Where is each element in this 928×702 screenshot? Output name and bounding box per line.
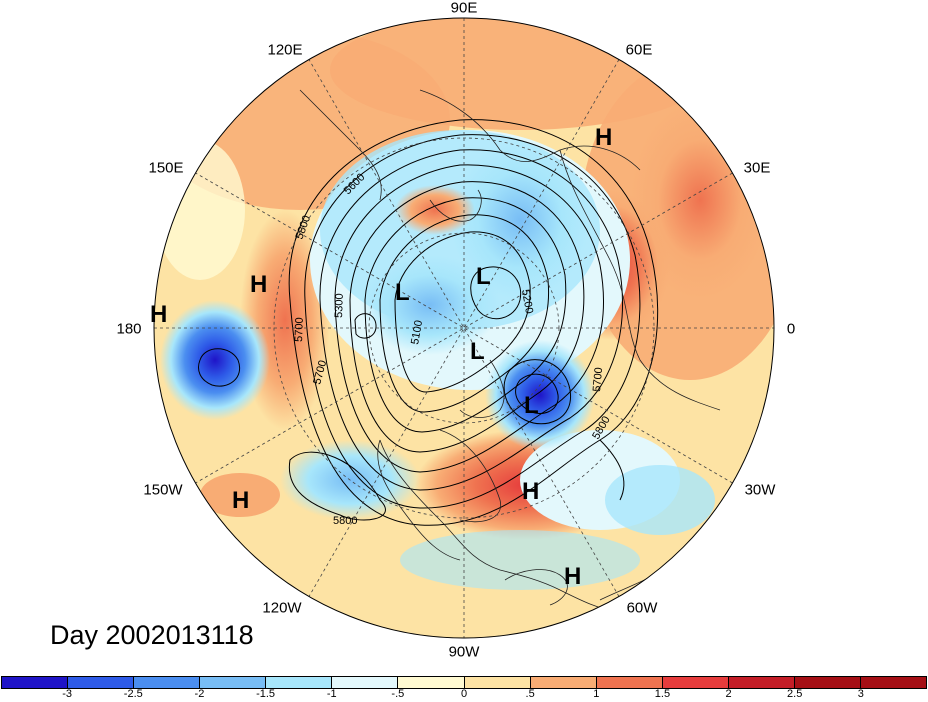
colorbar-tick-label: 2.5 — [787, 688, 803, 700]
lon-label-120w: 120W — [262, 599, 302, 617]
contour-label-5200: 5200 — [519, 288, 535, 314]
colorbar-swatch — [398, 677, 465, 688]
colorbar-tick-label: -1.5 — [256, 688, 276, 700]
colorbar-tick-label: 1 — [593, 688, 600, 700]
colorbar-tick-label: .5 — [525, 688, 535, 700]
colorbar-swatch — [728, 677, 795, 688]
graticule — [154, 18, 774, 638]
height-contours — [198, 119, 659, 526]
lon-label-150e: 150E — [148, 159, 184, 177]
colorbar — [1, 676, 927, 689]
colorbar-tick-label: 1.5 — [654, 688, 671, 700]
colorbar-tick-label: -3 — [62, 688, 73, 700]
colorbar-swatch — [794, 677, 862, 688]
lon-label-90e: 90E — [450, 0, 478, 17]
lon-label-0: 0 — [786, 320, 796, 338]
lon-label-120e: 120E — [267, 41, 303, 59]
contour-label-5800: 5800 — [333, 515, 357, 527]
lon-label-60w: 60W — [626, 599, 658, 617]
colorbar-swatch — [134, 677, 201, 688]
coastlines — [299, 89, 741, 613]
map-border — [153, 17, 775, 639]
low-center-labrador: L — [524, 392, 539, 419]
low-center-canada: L — [395, 279, 410, 306]
colorbar-swatch — [200, 677, 267, 688]
lon-label-30e: 30E — [743, 159, 771, 177]
high-center-tropical-atlantic: H — [564, 563, 581, 590]
contour-label-5700: 5700 — [591, 367, 605, 392]
colorbar-tick-label: 0 — [460, 688, 468, 700]
map-title: Day 2002013118 — [50, 620, 254, 650]
colorbar-swatch — [2, 677, 69, 688]
lon-label-150w: 150W — [143, 481, 183, 499]
colorbar-swatch — [861, 677, 927, 688]
colorbar-swatch — [596, 677, 663, 688]
low-center-arctic: L — [476, 263, 491, 290]
high-center-gulf-alaska: H — [232, 487, 249, 514]
lon-label-90w: 90W — [448, 643, 480, 661]
contour-label-5300: 5300 — [333, 293, 346, 318]
colorbar-tick-label: 2 — [725, 688, 732, 700]
colorbar-swatch — [266, 677, 333, 688]
low-center-hudson: L — [470, 338, 485, 365]
high-center-pacific: H — [250, 271, 267, 298]
contour-label-5700: 5700 — [293, 317, 306, 342]
lon-label-60e: 60E — [625, 41, 653, 59]
colorbar-tick-label: -1 — [326, 688, 337, 700]
colorbar-swatch — [464, 677, 531, 688]
anomaly-field — [154, 18, 774, 638]
colorbar-tick-label: -2.5 — [123, 688, 143, 700]
colorbar-tick-labels: -3 -2.5 -2 -1.5 -1 -.5 0 .5 1 1.5 2 2.5 3 — [1, 688, 927, 702]
colorbar-swatch — [530, 677, 597, 688]
colorbar-swatch — [68, 677, 135, 688]
lon-label-180: 180 — [116, 320, 142, 338]
colorbar-tick-label: 3 — [857, 688, 864, 700]
colorbar-tick-label: -2 — [194, 688, 205, 700]
colorbar-swatch — [332, 677, 399, 688]
high-center-atlantic: H — [522, 478, 539, 505]
high-center-dateline: H — [150, 301, 167, 328]
colorbar-swatch — [662, 677, 729, 688]
contour-label-5100: 5100 — [409, 319, 425, 345]
colorbar-tick-label: -.5 — [391, 688, 405, 700]
high-center-russia: H — [595, 124, 612, 151]
lon-label-30w: 30W — [744, 481, 776, 499]
